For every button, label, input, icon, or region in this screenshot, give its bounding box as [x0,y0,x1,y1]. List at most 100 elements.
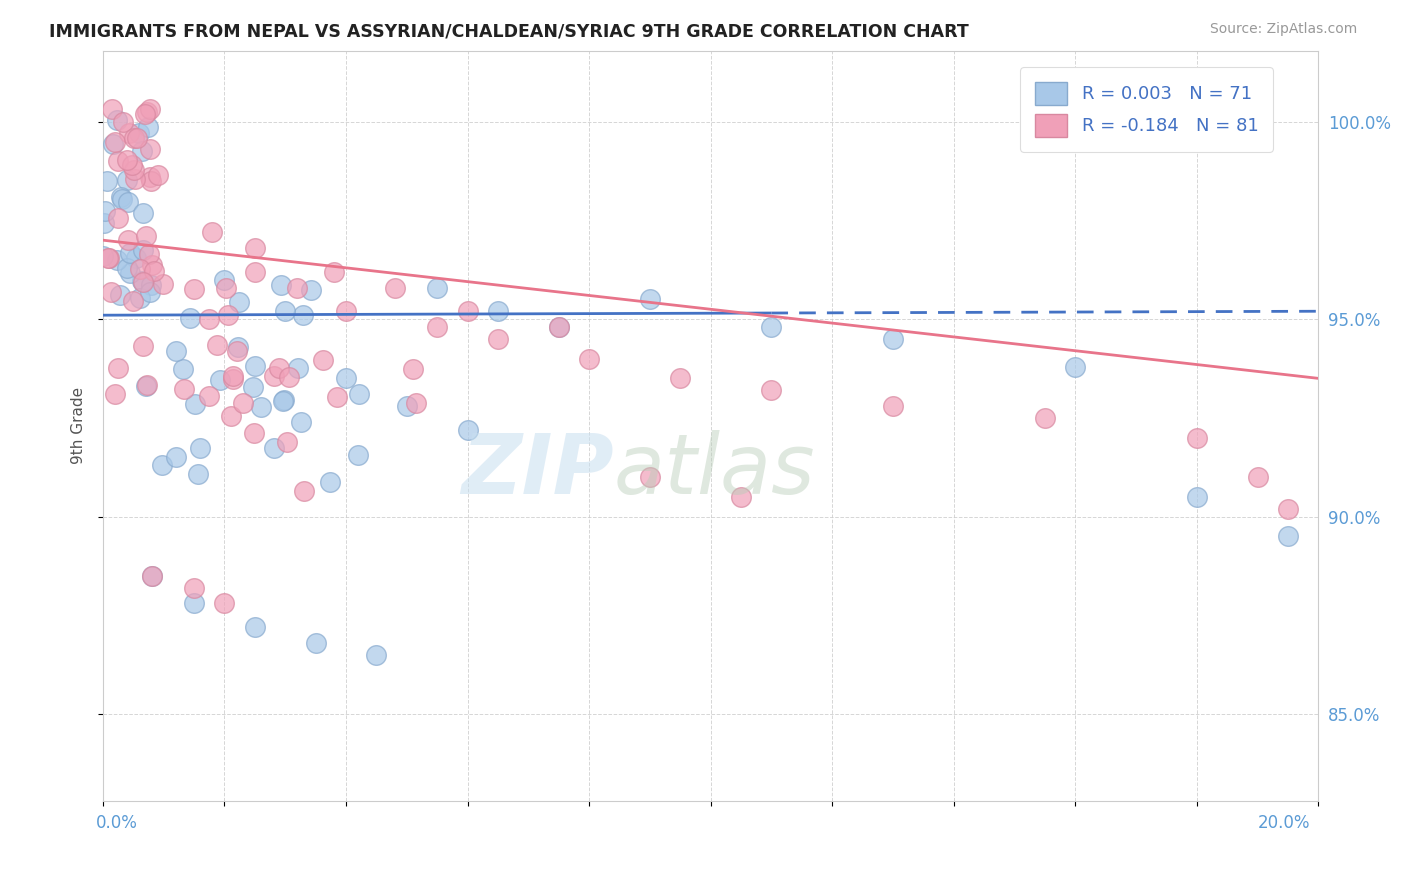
Point [134,107,156,121]
Point [107,211,129,225]
Point [105,112,128,127]
Point [249,401,271,415]
Point [761,383,783,397]
Point [291,308,314,322]
Text: 0.0%: 0.0% [96,814,138,831]
Point [1185,490,1208,504]
Point [1277,529,1299,543]
Point [184,397,207,411]
Point [112,114,135,128]
Point [183,581,205,595]
Point [215,281,238,295]
Point [1185,431,1208,445]
Point [173,382,195,396]
Point [292,483,315,498]
Point [93,216,115,230]
Point [325,390,347,404]
Point [150,458,173,472]
Point [486,304,509,318]
Point [669,371,692,385]
Text: IMMIGRANTS FROM NEPAL VS ASSYRIAN/CHALDEAN/SYRIAC 9TH GRADE CORRELATION CHART: IMMIGRANTS FROM NEPAL VS ASSYRIAN/CHALDE… [49,22,969,40]
Point [179,311,201,326]
Point [139,278,162,293]
Point [135,105,157,120]
Point [242,379,264,393]
Point [547,320,569,334]
Point [222,368,245,383]
Point [243,425,266,440]
Point [312,353,335,368]
Point [111,192,134,206]
Point [139,285,162,299]
Point [139,142,162,156]
Point [101,102,124,116]
Point [132,275,155,289]
Point [547,320,569,334]
Point [117,234,139,248]
Point [232,396,254,410]
Point [1246,470,1268,484]
Point [143,264,166,278]
Point [122,294,145,309]
Point [104,386,127,401]
Point [124,171,146,186]
Point [208,373,231,387]
Point [426,320,449,334]
Point [172,362,194,376]
Point [100,285,122,300]
Point [243,265,266,279]
Point [129,291,152,305]
Point [243,620,266,634]
Point [761,320,783,334]
Point [108,288,131,302]
Point [105,253,128,268]
Point [124,252,146,266]
Point [152,277,174,292]
Text: Source: ZipAtlas.com: Source: ZipAtlas.com [1209,22,1357,37]
Point [263,368,285,383]
Point [207,338,229,352]
Y-axis label: 9th Grade: 9th Grade [72,387,86,465]
Point [103,137,125,152]
Point [304,636,326,650]
Point [322,265,344,279]
Point [221,409,243,424]
Point [426,280,449,294]
Point [146,168,169,182]
Point [128,126,150,140]
Point [98,251,121,265]
Point [183,282,205,296]
Point [217,308,239,322]
Point [122,162,145,177]
Point [366,648,388,662]
Point [124,130,146,145]
Point [882,332,904,346]
Text: ZIP: ZIP [461,430,613,511]
Point [118,127,141,141]
Point [138,170,160,185]
Text: atlas: atlas [613,430,815,511]
Point [125,130,148,145]
Point [131,274,153,288]
Point [96,173,118,187]
Point [347,449,370,463]
Point [1033,410,1056,425]
Point [120,266,142,280]
Point [273,392,295,407]
Point [287,360,309,375]
Point [1277,501,1299,516]
Point [183,596,205,610]
Point [135,229,157,244]
Point [285,280,308,294]
Point [226,340,249,354]
Point [138,246,160,260]
Point [97,252,120,266]
Point [165,343,187,358]
Point [94,203,117,218]
Point [139,174,162,188]
Point [269,361,291,376]
Point [131,144,153,158]
Point [402,362,425,376]
Point [136,377,159,392]
Point [290,415,312,429]
